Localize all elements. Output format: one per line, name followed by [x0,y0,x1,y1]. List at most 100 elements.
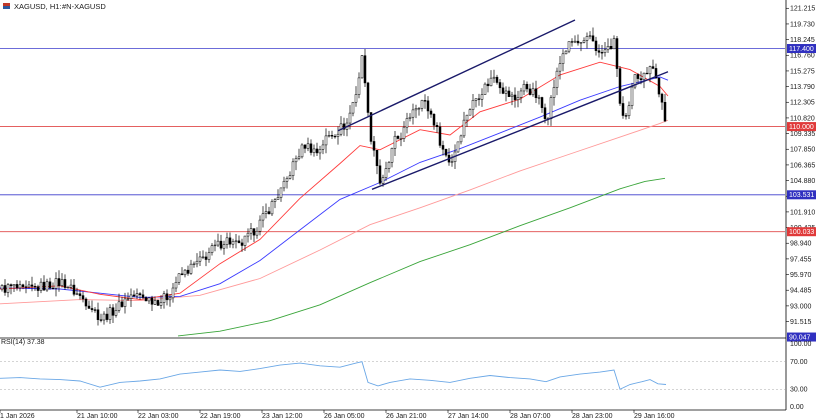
price-tag-label: 90.047 [789,334,811,341]
candle-body [357,77,361,95]
price-tag-label: 117.400 [789,46,814,53]
candle-body [27,284,31,288]
candle-body [324,135,328,146]
price-tick-label: 110.820 [790,115,815,122]
candle-body [615,38,619,69]
candle-body [519,90,523,98]
time-tick-label: 23 Jan 12:00 [262,413,303,420]
candle-body [93,309,97,311]
price-tick-label: 91.515 [790,319,812,326]
candle-body [156,300,160,306]
candle-body [585,36,589,41]
rsi-tick-label: 100.00 [790,341,812,348]
candle-body [561,53,565,64]
channel-line[interactable] [371,71,669,190]
candle-body [39,281,43,291]
price-channel[interactable] [337,19,669,190]
candle-body [408,116,412,119]
candle-body [354,94,358,103]
price-tag-label: 110.000 [789,124,814,131]
candle-body [498,82,502,89]
candle-body [81,295,85,300]
candle-body [654,68,658,79]
candle-body [552,87,556,98]
chart-header: XAGUSD, H1: #N-XAGUSD [3,2,106,11]
candle-body [183,269,187,276]
candle-body [78,293,82,296]
price-tick-label: 118.245 [790,37,815,44]
channel-line[interactable] [337,19,576,132]
candle-body [297,156,301,159]
candle-body [372,141,376,151]
candle-body [369,112,373,142]
candle-body [195,260,199,265]
symbol-flag-icon-band [3,6,10,9]
candle-body [219,240,223,249]
candle-body [657,77,661,95]
time-axis: 1 Jan 2026 21 Jan 10:00 22 Jan 03:00 22 Jan… [0,410,675,420]
candle-body [6,284,10,293]
candle-body [270,201,274,215]
price-axis: 121.215 119.730 118.245 116.760 115.275 113.7… [786,6,815,326]
candle-body [141,294,145,298]
candle-body [450,161,454,163]
candle-body [486,83,490,87]
price-tick-label: 93.000 [790,303,812,310]
candle-body [306,143,310,149]
candle-body [171,287,175,299]
candle-body [576,40,580,44]
time-tick-label: 22 Jan 03:00 [138,413,179,420]
candle-body [303,144,307,149]
candle-body [627,105,631,116]
candle-body [216,240,220,246]
candle-body [558,63,562,72]
candle-body [597,50,601,53]
candle-body [432,113,436,126]
candle-body [243,235,247,246]
candle-body [390,147,394,163]
candle-body [645,72,649,75]
candle-body [429,110,433,115]
candle-body [600,52,604,54]
horizontal-levels [0,48,785,233]
candle-body [12,284,16,287]
candle-body [489,77,493,87]
rsi-tick-label: 30.00 [790,387,808,394]
candle-body [312,148,316,153]
candle-body [462,119,466,137]
candle-body [444,149,448,156]
candle-body [426,100,430,112]
candle-body [282,180,286,189]
candle-body [384,168,388,178]
symbol-label: XAGUSD, H1: [14,2,62,11]
candle-body [660,93,664,103]
candle-body [54,278,58,289]
candle-body [411,109,415,118]
candle-body [96,309,100,320]
candle-body [210,245,214,253]
candle-body [105,313,109,320]
candle-body [387,162,391,169]
candle-body [240,242,244,246]
candle-body [108,307,112,320]
candle-body [30,284,34,287]
candle-body [147,297,151,302]
candle-body [120,301,124,307]
rsi-tick-label: 70.00 [790,359,808,366]
candle-body [402,126,406,139]
candle-body [468,109,472,116]
candle-body [570,41,574,43]
candle-body [396,135,400,139]
candle-body [612,38,616,50]
price-tick-label: 106.365 [790,162,815,169]
candle-body [21,284,25,287]
candle-body [99,319,103,321]
candle-body [624,115,628,117]
candle-body [567,41,571,52]
candle-body [504,90,508,94]
candle-body [66,286,70,289]
candle-body [342,123,346,130]
candle-body [510,94,514,97]
